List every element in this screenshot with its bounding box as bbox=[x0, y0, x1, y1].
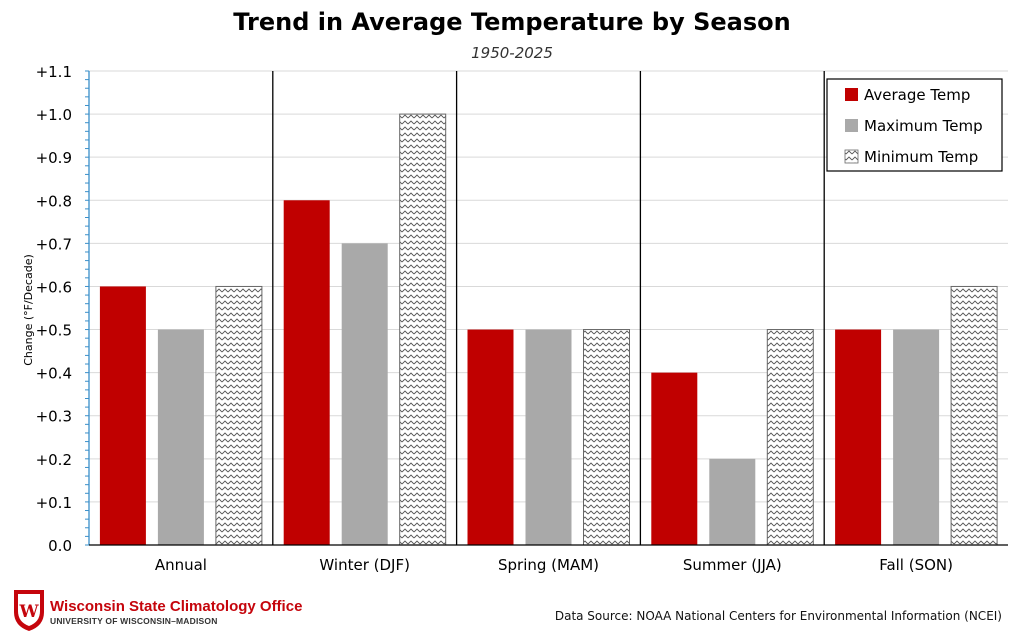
legend-swatch bbox=[845, 88, 858, 101]
x-tick-label: Fall (SON) bbox=[879, 556, 953, 574]
x-tick-label: Summer (JJA) bbox=[683, 556, 782, 574]
legend-swatch bbox=[844, 149, 859, 164]
bar-maximum-temp bbox=[709, 458, 756, 545]
y-tick-label: 0.0 bbox=[48, 537, 72, 555]
bars bbox=[99, 113, 998, 546]
bar-average-temp bbox=[283, 200, 330, 546]
org-name: Wisconsin State Climatology Office bbox=[50, 598, 303, 615]
chart-subtitle: 1950-2025 bbox=[471, 44, 553, 62]
bar-average-temp bbox=[651, 372, 698, 545]
org-subtitle: UNIVERSITY OF WISCONSIN–MADISON bbox=[50, 616, 218, 626]
bar-average-temp bbox=[835, 329, 882, 545]
bar-minimum-temp bbox=[950, 285, 998, 546]
y-tick-label: +0.4 bbox=[36, 365, 72, 383]
y-tick-label: +0.1 bbox=[36, 494, 72, 512]
y-tick-label: +1.1 bbox=[36, 63, 72, 81]
bar-maximum-temp bbox=[341, 243, 388, 545]
x-tick-label: Annual bbox=[155, 556, 207, 574]
category-separators bbox=[272, 71, 825, 545]
legend-label: Average Temp bbox=[864, 86, 970, 104]
bar-minimum-temp bbox=[766, 329, 814, 546]
crest-icon: W bbox=[14, 590, 44, 631]
y-tick-label: +0.7 bbox=[36, 235, 72, 253]
bar-average-temp bbox=[467, 329, 514, 545]
bar-minimum-temp bbox=[399, 113, 447, 546]
bar-maximum-temp bbox=[157, 329, 204, 545]
y-tick-label: +1.0 bbox=[36, 106, 72, 124]
bar-minimum-temp bbox=[215, 285, 263, 546]
org-logo: W Wisconsin State Climatology Office UNI… bbox=[12, 586, 303, 631]
legend: Average Temp Maximum Temp Minimum Temp bbox=[826, 78, 1003, 172]
y-tick-label: +0.2 bbox=[36, 451, 72, 469]
y-tick-label: +0.6 bbox=[36, 278, 72, 296]
chart-title: Trend in Average Temperature by Season bbox=[233, 8, 791, 36]
legend-swatch bbox=[845, 119, 858, 132]
y-axis-label: Change (°F/Decade) bbox=[22, 254, 35, 366]
y-tick-label: +0.3 bbox=[36, 408, 72, 426]
crest-letter: W bbox=[18, 602, 39, 622]
axes: 0.0 +0.1 +0.2 +0.3 +0.4 +0.5 +0.6 +0.7 +0.8 +0.9 +… bbox=[36, 63, 1008, 574]
legend-label: Maximum Temp bbox=[864, 117, 983, 135]
bar-average-temp bbox=[99, 286, 146, 545]
x-tick-label: Spring (MAM) bbox=[498, 556, 599, 574]
bar-minimum-temp bbox=[583, 329, 630, 546]
y-tick-label: +0.9 bbox=[36, 149, 72, 167]
legend-label: Minimum Temp bbox=[864, 148, 978, 166]
x-tick-label: Winter (DJF) bbox=[319, 556, 410, 574]
y-tick-label: +0.8 bbox=[36, 192, 72, 210]
y-tick-label: +0.5 bbox=[36, 322, 72, 340]
bar-maximum-temp bbox=[893, 329, 940, 545]
data-source-note: Data Source: NOAA National Centers for E… bbox=[554, 609, 1002, 623]
bar-maximum-temp bbox=[525, 329, 572, 545]
